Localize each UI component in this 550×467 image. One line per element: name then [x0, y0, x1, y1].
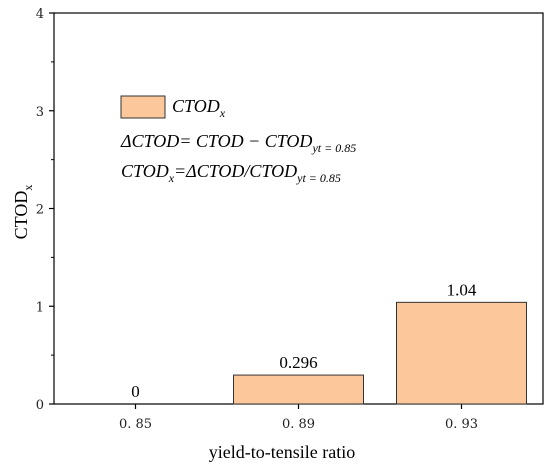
annotation-delta-ctod: ΔCTOD= CTOD − CTODyt = 0.85	[120, 131, 356, 155]
y-axis-title: CTODx	[11, 185, 35, 240]
annotation-1-sub: yt = 0.85	[311, 141, 356, 155]
annotation-2-pre: CTOD	[121, 161, 169, 181]
annotation-1-main: ΔCTOD= CTOD − CTOD	[120, 131, 312, 151]
annotation-ctodx-ratio: CTODx=ΔCTOD/CTODyt = 0.85	[121, 161, 341, 185]
y-tick-label: 2	[36, 203, 44, 218]
bar-value-label: 0	[131, 382, 140, 401]
legend: CTODx ΔCTOD= CTOD − CTODyt = 0.85 CTODx=…	[120, 95, 356, 185]
data-labels: 0 0.296 1.04	[131, 280, 477, 401]
x-tick-label: 0. 85	[119, 417, 152, 432]
y-axis-title-sub: x	[21, 185, 35, 191]
x-tick-label: 0. 89	[282, 417, 315, 432]
annotation-2-main: =ΔCTOD/CTOD	[174, 161, 297, 181]
bars	[233, 301, 527, 405]
legend-swatch	[120, 95, 166, 119]
bar	[396, 301, 527, 405]
x-tick-label: 0. 93	[445, 417, 478, 432]
legend-label-sub: x	[219, 106, 226, 120]
bar	[233, 374, 364, 405]
bar-value-label: 0.296	[279, 353, 317, 372]
legend-label-main: CTOD	[172, 96, 220, 116]
y-tick-label: 1	[36, 300, 44, 315]
legend-label: CTODx	[172, 96, 226, 120]
y-tick-label: 4	[36, 7, 44, 22]
x-axis-title: yield-to-tensile ratio	[209, 442, 355, 462]
annotation-2-sub: yt = 0.85	[296, 171, 341, 185]
y-tick-label: 0	[36, 398, 44, 413]
annotation-2-pre-sub: x	[168, 171, 175, 185]
y-tick-label: 3	[36, 105, 44, 120]
y-axis-title-main: CTOD	[11, 191, 31, 240]
bar-value-label: 1.04	[447, 280, 477, 299]
